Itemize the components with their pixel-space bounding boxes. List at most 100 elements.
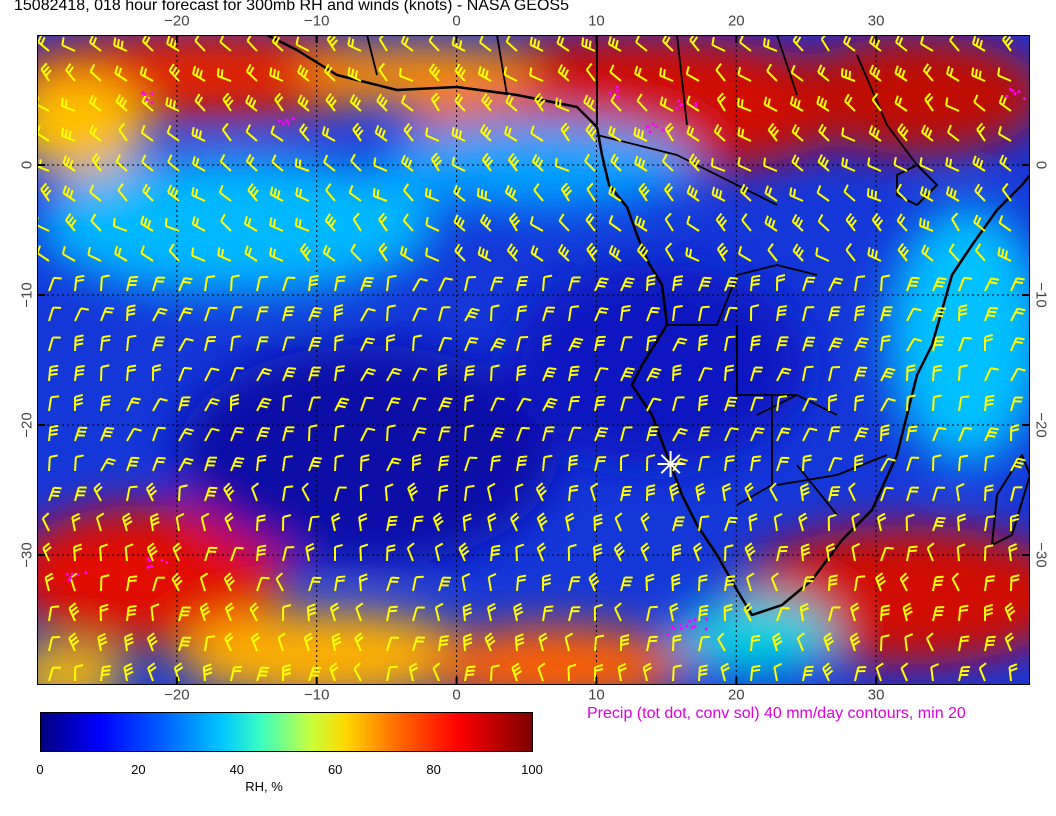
wind-barb — [723, 603, 733, 622]
wind-barb — [588, 572, 600, 592]
wind-barb — [844, 93, 856, 112]
wind-barb — [558, 213, 570, 232]
map-panel[interactable] — [37, 35, 1030, 685]
wind-barb — [454, 93, 466, 112]
wind-barb — [711, 186, 726, 202]
wind-barb — [984, 394, 995, 412]
wind-barb — [798, 512, 808, 532]
wind-barb — [840, 68, 856, 82]
wind-barb — [646, 367, 662, 382]
wind-barb — [484, 632, 496, 652]
wind-barb — [164, 218, 180, 232]
wind-barb — [771, 632, 783, 652]
wind-barb — [642, 662, 653, 682]
wind-barb — [402, 213, 414, 232]
wind-barb — [481, 93, 493, 112]
precip-dot — [150, 92, 154, 96]
precip-dot — [675, 106, 679, 110]
wind-barb — [451, 126, 466, 142]
wind-barb — [744, 482, 754, 502]
wind-barb — [516, 455, 528, 472]
wind-barb — [175, 512, 185, 532]
wind-barb — [275, 572, 284, 592]
wind-barb — [269, 67, 284, 82]
wind-barb — [776, 427, 791, 442]
wind-barb — [741, 213, 752, 232]
precip-dot — [65, 572, 69, 576]
wind-barb — [438, 455, 450, 472]
wind-barb — [245, 153, 258, 172]
wind-barb — [976, 122, 986, 142]
wind-barb — [479, 35, 492, 52]
wind-barb — [698, 515, 710, 532]
wind-barb — [698, 334, 709, 352]
wind-barb — [308, 307, 323, 322]
wind-barb — [951, 572, 960, 592]
precip-dot — [614, 95, 618, 99]
wind-barb — [358, 573, 368, 592]
wind-barb — [669, 482, 680, 502]
wind-barb — [664, 242, 674, 262]
wind-barb — [432, 512, 444, 532]
wind-barb — [854, 337, 869, 352]
wind-barb — [230, 274, 240, 292]
wind-barb — [146, 632, 158, 652]
rh-wind-map[interactable] — [37, 35, 1030, 685]
wind-barb — [406, 542, 415, 562]
wind-barb — [867, 247, 882, 262]
wind-barb — [424, 187, 440, 202]
wind-barb — [62, 155, 76, 172]
lat-label-right: −10 — [1032, 282, 1050, 308]
wind-barb — [776, 395, 788, 412]
wind-barb — [100, 395, 112, 412]
wind-barb — [360, 337, 375, 352]
wind-barb — [249, 602, 259, 622]
wind-barb — [48, 364, 59, 382]
wind-barb — [99, 543, 109, 562]
precip-dot — [71, 572, 75, 576]
wind-barb — [672, 427, 688, 442]
wind-barb — [659, 96, 674, 112]
wind-barb — [536, 542, 547, 562]
wind-barb — [400, 154, 414, 172]
wind-barb — [126, 456, 140, 472]
wind-barb — [594, 335, 606, 352]
wind-barb — [776, 274, 786, 292]
lon-label-bottom: 30 — [867, 686, 885, 704]
wind-barb — [724, 364, 735, 382]
wind-barb — [828, 365, 841, 382]
wind-barb — [581, 37, 596, 52]
wind-barb — [999, 154, 1012, 172]
wind-barb — [958, 454, 969, 472]
wind-barb — [219, 153, 232, 172]
wind-barb — [271, 154, 284, 172]
wind-barb — [538, 632, 548, 652]
wind-barb — [514, 483, 524, 502]
wind-barb — [529, 216, 544, 232]
wind-barb — [896, 183, 908, 202]
wind-barb — [672, 544, 682, 562]
wind-barb — [476, 187, 492, 202]
wind-barb — [464, 665, 476, 682]
wind-barb — [737, 245, 752, 262]
wind-barb — [567, 543, 577, 562]
wind-barb — [245, 124, 258, 142]
wind-barb — [118, 122, 128, 142]
wind-barb — [407, 482, 418, 502]
wind-barb — [802, 336, 816, 352]
wind-barb — [535, 482, 547, 502]
wind-barb — [230, 335, 241, 352]
wind-barb — [594, 367, 609, 382]
colorbar-tick-label: 60 — [327, 762, 343, 777]
wind-barb — [880, 546, 894, 562]
lat-label-right: 0 — [1032, 160, 1050, 170]
wind-barb — [925, 632, 934, 652]
wind-barb — [412, 277, 428, 292]
wind-barb — [620, 336, 633, 352]
precip-dot — [148, 559, 152, 563]
precip-dot — [1013, 92, 1017, 96]
wind-barb — [194, 93, 206, 112]
wind-barb — [453, 184, 466, 202]
wind-barb — [360, 427, 376, 442]
wind-barb — [333, 543, 343, 562]
